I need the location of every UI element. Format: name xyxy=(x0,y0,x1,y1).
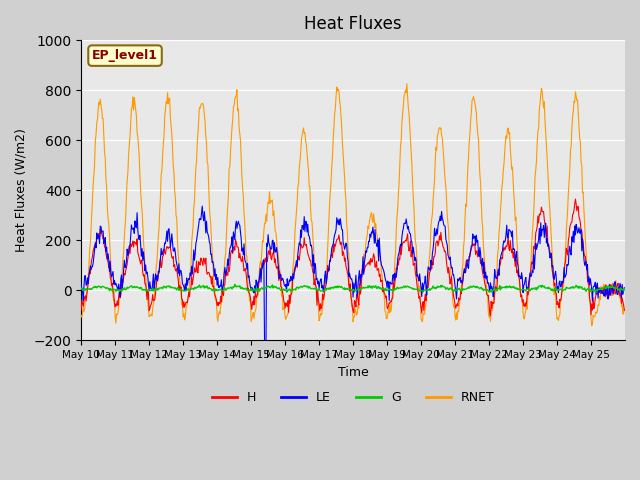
Y-axis label: Heat Fluxes (W/m2): Heat Fluxes (W/m2) xyxy=(15,128,28,252)
X-axis label: Time: Time xyxy=(338,366,369,379)
Legend: H, LE, G, RNET: H, LE, G, RNET xyxy=(207,386,499,409)
Title: Heat Fluxes: Heat Fluxes xyxy=(304,15,402,33)
Text: EP_level1: EP_level1 xyxy=(92,49,158,62)
